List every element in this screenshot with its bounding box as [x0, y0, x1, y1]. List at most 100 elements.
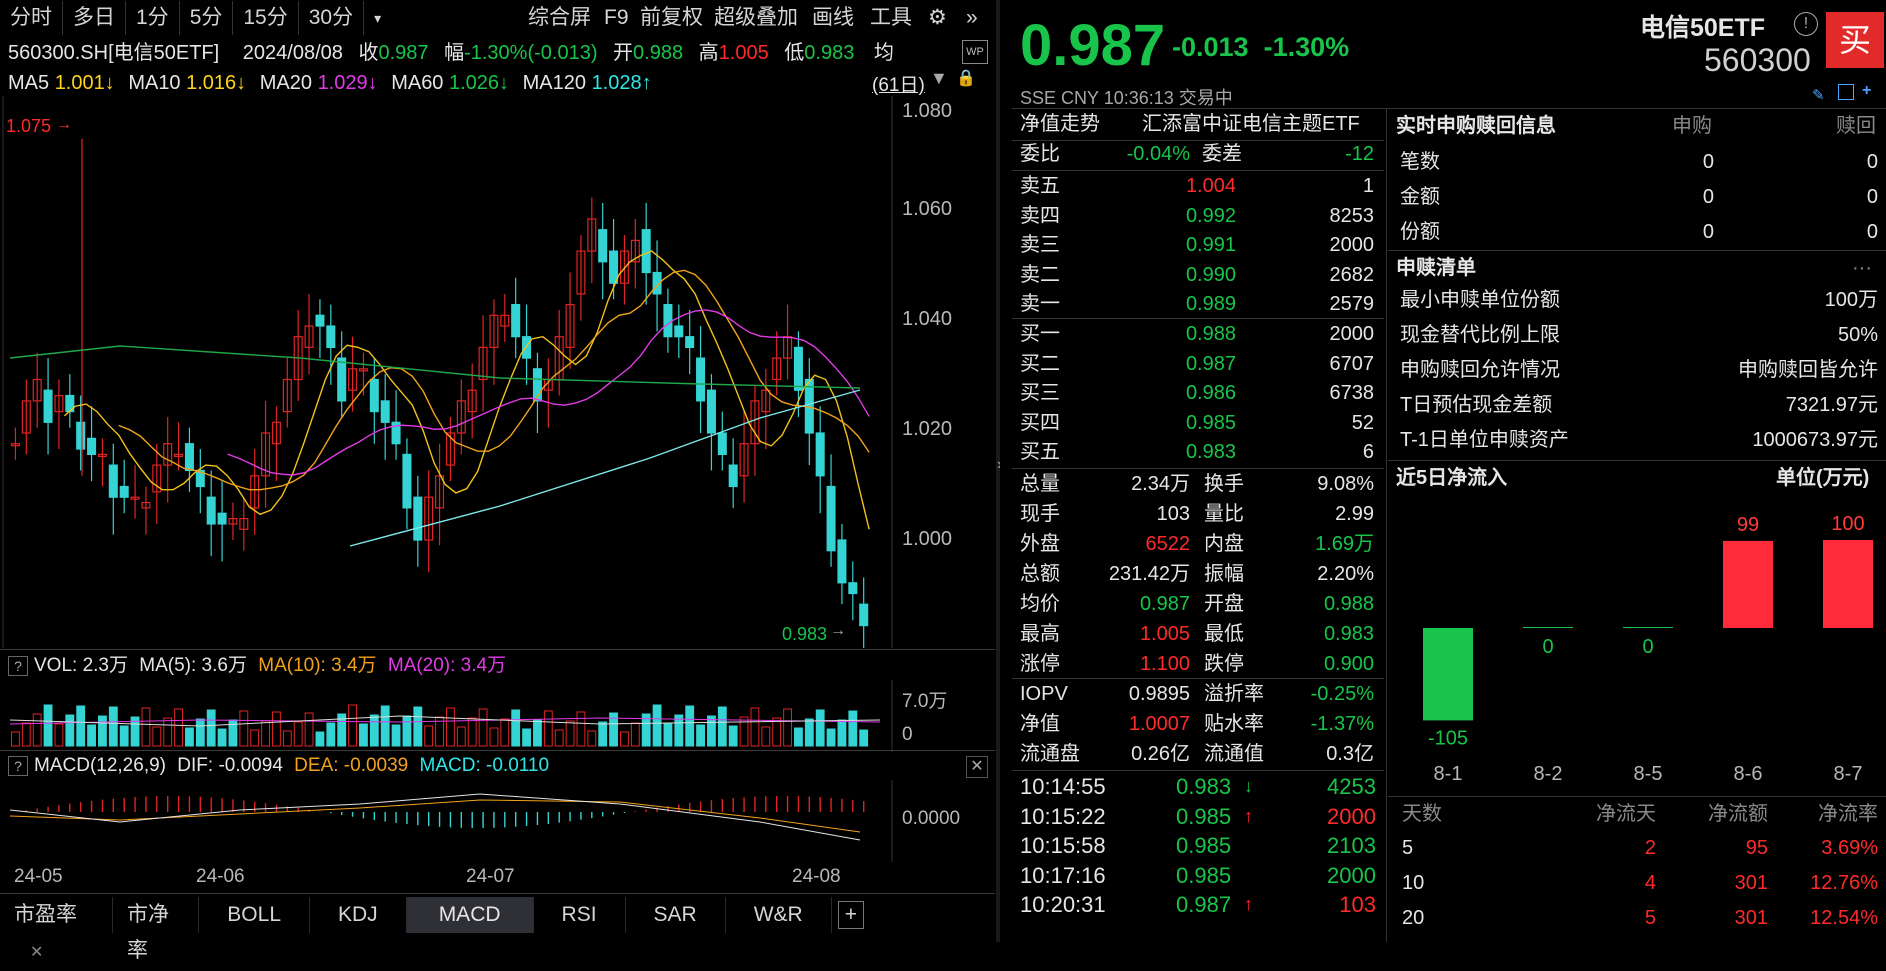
list-row-label: 申购赎回允许情况: [1400, 359, 1560, 381]
ask-price[interactable]: 0.989: [1185, 293, 1236, 316]
more-icon[interactable]: ···: [1852, 257, 1872, 279]
stat-value: 103: [1156, 503, 1190, 525]
tab-5min[interactable]: 5分: [180, 1, 234, 35]
fund-name: 汇添富中证电信主题ETF: [1142, 113, 1360, 135]
tick-arrow-icon: ↓: [1244, 776, 1253, 796]
candle-body: [32, 378, 42, 402]
ask-price[interactable]: 0.990: [1185, 263, 1236, 286]
composite-screen-button[interactable]: 综合屏: [528, 6, 591, 29]
macd-tick: 0.0000: [902, 808, 961, 829]
ask-price[interactable]: 1.004: [1185, 175, 1236, 197]
candle-body: [576, 250, 586, 295]
volume-bar: [174, 708, 183, 747]
candle-body: [87, 437, 97, 456]
kline-panel[interactable]: 分时 多日 1分 5分 15分 30分 ▾ 综合屏 F9 前复权 超级叠加 画线…: [0, 0, 995, 962]
flow-category-label: 8-7: [1834, 763, 1863, 785]
bid-price[interactable]: 0.986: [1185, 382, 1236, 405]
volume-bar: [293, 721, 303, 747]
help-icon[interactable]: ?: [8, 656, 28, 676]
bid-price[interactable]: 0.988: [1185, 323, 1236, 345]
stat-label: 换手: [1204, 473, 1244, 495]
stat-value: 0.900: [1323, 653, 1374, 675]
list-title: 申赎清单: [1396, 257, 1476, 279]
volume-chart[interactable]: [0, 680, 900, 752]
bid-price[interactable]: 0.985: [1185, 411, 1236, 434]
ma20-label: MA20: [259, 72, 312, 94]
tab-sar[interactable]: SAR: [626, 897, 726, 933]
list-row-label: T日预估现金差额: [1400, 394, 1553, 416]
bid-price[interactable]: 0.987: [1185, 352, 1236, 375]
info-icon[interactable]: !: [1794, 12, 1818, 36]
tab-rsi[interactable]: RSI: [534, 897, 626, 933]
candle-body: [152, 464, 162, 493]
candle-body: [413, 496, 423, 541]
tab-multiday[interactable]: 多日: [63, 1, 126, 35]
macd-chart[interactable]: [0, 780, 900, 862]
flow-title: 近5日净流入: [1396, 467, 1508, 489]
tools-button[interactable]: 工具: [870, 6, 912, 29]
tab-pb[interactable]: 市净率: [113, 897, 200, 962]
candle-body: [239, 518, 249, 530]
ask-price[interactable]: 0.991: [1185, 234, 1236, 257]
tab-pe[interactable]: 市盈率 ✕: [0, 897, 114, 961]
candle-body: [663, 304, 673, 338]
tab-kdj[interactable]: KDJ: [310, 897, 407, 933]
change-value: -0.013: [1172, 32, 1249, 62]
forward-adjust-button[interactable]: 前复权: [640, 6, 703, 29]
overlay-button[interactable]: 超级叠加: [714, 6, 798, 29]
tab-15min[interactable]: 15分: [233, 1, 299, 35]
tab-intraday[interactable]: 分时: [0, 1, 63, 35]
edit-icon[interactable]: ✎: [1812, 87, 1825, 104]
tab-macd[interactable]: MACD: [406, 897, 534, 933]
volume-bar: [707, 715, 716, 747]
candlestick-chart[interactable]: [0, 96, 900, 648]
candle-body: [271, 421, 281, 445]
days-selector[interactable]: (61日): [872, 75, 925, 96]
candle-body: [206, 496, 216, 525]
expand-icon[interactable]: »: [966, 6, 978, 29]
volume-bar: [348, 704, 357, 747]
nav-trend-link[interactable]: 净值走势: [1020, 110, 1100, 139]
candle-body: [500, 314, 510, 327]
volume-bar: [522, 728, 531, 747]
ma10-value: 1.016↓: [186, 72, 247, 94]
window-icon[interactable]: [1838, 84, 1854, 100]
lock-icon[interactable]: 🔒: [956, 70, 976, 87]
stat-label: 量比: [1204, 503, 1244, 525]
stat-label: 均价: [1020, 593, 1060, 615]
divider: [1012, 468, 1384, 469]
amp-label: 幅: [444, 42, 465, 64]
tab-wr[interactable]: W&R: [726, 897, 832, 933]
volume-bar: [424, 725, 434, 747]
draw-button[interactable]: 画线: [812, 6, 854, 29]
buy-button[interactable]: 买: [1826, 12, 1884, 68]
list-row-label: 现金替代比例上限: [1400, 324, 1560, 346]
period-dropdown-icon[interactable]: ▾: [374, 10, 382, 26]
subscribe-value: 0: [1702, 186, 1714, 208]
stat-value: 0.3亿: [1326, 743, 1374, 765]
ask-price[interactable]: 0.992: [1185, 204, 1236, 227]
volume-bar: [21, 722, 31, 747]
redeem-value: 0: [1866, 221, 1878, 243]
tab-30min[interactable]: 30分: [299, 1, 365, 35]
max-price-label: 1.075: [6, 116, 52, 136]
flow-bar-label: 99: [1737, 514, 1759, 536]
bid-label: 买一: [1020, 323, 1060, 345]
add-icon[interactable]: +: [1862, 82, 1872, 99]
ma20-line: [227, 309, 870, 476]
f9-button[interactable]: F9: [604, 6, 629, 29]
candle-body: [532, 368, 542, 402]
add-tab-icon[interactable]: +: [837, 901, 864, 929]
close-icon[interactable]: ✕: [966, 756, 988, 778]
wp-icon[interactable]: WP: [962, 40, 988, 64]
volume-bar: [239, 710, 249, 747]
redeem-value: 0: [1866, 186, 1878, 208]
volume-bar: [261, 720, 270, 747]
tab-1min[interactable]: 1分: [126, 1, 180, 35]
triangle-down-icon[interactable]: ▼: [930, 68, 948, 88]
bid-price[interactable]: 0.983: [1185, 441, 1236, 464]
gear-icon[interactable]: ⚙: [928, 6, 947, 29]
tab-boll[interactable]: BOLL: [199, 897, 310, 933]
help-icon[interactable]: ?: [8, 756, 28, 776]
close-icon[interactable]: ✕: [30, 944, 44, 961]
